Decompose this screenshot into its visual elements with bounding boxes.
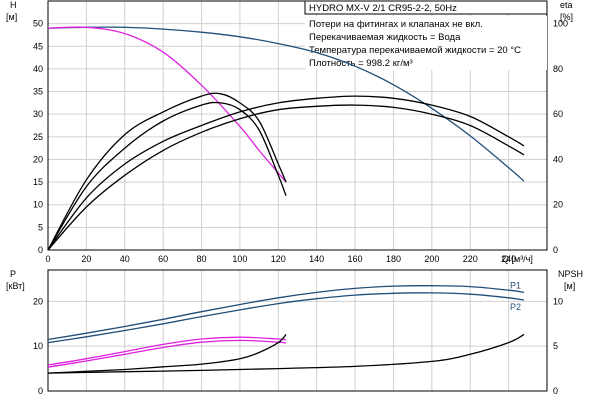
y-right-tick-label: 10 bbox=[553, 296, 563, 306]
bottom-right-axis-unit: [м] bbox=[564, 281, 575, 291]
x-tick-label: 240 bbox=[501, 254, 516, 264]
bottom-series-line-0 bbox=[47, 285, 525, 341]
note-density: Плотность = 998.2 кг/м³ bbox=[309, 58, 413, 69]
y-left-tick-label: 45 bbox=[33, 41, 43, 51]
bottom-series-line-5 bbox=[47, 333, 525, 374]
top-right-tick-labels: 0 20 40 60 80 100 bbox=[553, 19, 568, 255]
y-left-tick-label: 10 bbox=[33, 200, 43, 210]
y-right-tick-label: 100 bbox=[553, 19, 568, 29]
note-fittings: Потери на фитингах и клапанах не вкл. bbox=[309, 19, 483, 30]
x-tick-label: 80 bbox=[197, 254, 207, 264]
bottom-series-line-3 bbox=[47, 339, 287, 368]
bottom-series-group: P1 P2 bbox=[47, 280, 525, 374]
top-series-line-5 bbox=[47, 95, 525, 251]
note-fluid: Перекачиваемая жидкость = Вода bbox=[309, 32, 461, 43]
bottom-series-line-2 bbox=[47, 336, 287, 366]
bottom-plot-frame bbox=[47, 269, 548, 392]
bottom-series-line-4 bbox=[47, 334, 287, 374]
top-series-group bbox=[47, 26, 525, 251]
y-right-tick-label: 40 bbox=[553, 154, 563, 164]
bottom-left-axis-label: P bbox=[10, 269, 16, 279]
x-axis-label: Q [м³/ч] bbox=[502, 254, 533, 264]
x-tick-label: 200 bbox=[424, 254, 439, 264]
x-tick-label: 120 bbox=[271, 254, 286, 264]
title-box bbox=[304, 0, 548, 15]
y-right-tick-label: 5 bbox=[553, 341, 558, 351]
top-series-line-1 bbox=[47, 26, 287, 183]
y-left-tick-label: 5 bbox=[38, 222, 43, 232]
x-tick-label: 40 bbox=[120, 254, 130, 264]
y-left-tick-label: 0 bbox=[38, 245, 43, 255]
y-left-tick-label: 0 bbox=[38, 386, 43, 396]
x-tick-label: 220 bbox=[463, 254, 478, 264]
x-tick-label: 0 bbox=[45, 254, 50, 264]
bottom-right-tick-labels: 0 5 10 bbox=[553, 296, 563, 396]
y-left-tick-label: 10 bbox=[33, 341, 43, 351]
top-left-axis-label: H bbox=[10, 0, 17, 10]
top-series-line-0 bbox=[47, 26, 525, 182]
y-left-tick-label: 30 bbox=[33, 109, 43, 119]
bottom-panel: 0 10 20 0 5 10 P [кВт] NPSH [м] P1 P2 bbox=[6, 269, 583, 396]
y-left-tick-label: 15 bbox=[33, 177, 43, 187]
series-label-p2: P2 bbox=[510, 302, 521, 312]
bottom-series-line-1 bbox=[47, 292, 525, 344]
note-temperature: Температура перекачиваемой жидкости = 20… bbox=[309, 45, 521, 56]
bottom-left-tick-labels: 0 10 20 bbox=[33, 296, 43, 396]
y-right-tick-label: 80 bbox=[553, 64, 563, 74]
y-left-tick-label: 35 bbox=[33, 87, 43, 97]
y-right-tick-label: 60 bbox=[553, 109, 563, 119]
y-left-tick-label: 20 bbox=[33, 154, 43, 164]
y-left-tick-label: 40 bbox=[33, 64, 43, 74]
top-panel: 0 20 40 60 80 100 120 140 160 180 200 220 240 051015… bbox=[6, 0, 573, 264]
y-right-tick-label: 0 bbox=[553, 245, 558, 255]
top-left-axis-unit: [м] bbox=[6, 12, 17, 22]
x-tick-label: 20 bbox=[81, 254, 91, 264]
top-series-line-4 bbox=[47, 104, 525, 251]
top-plot-frame bbox=[47, 0, 548, 251]
y-left-tick-label: 50 bbox=[33, 19, 43, 29]
series-label-p1: P1 bbox=[510, 280, 521, 290]
x-tick-label: 100 bbox=[232, 254, 247, 264]
y-left-tick-label: 20 bbox=[33, 296, 43, 306]
top-x-tick-labels: 0 20 40 60 80 100 120 140 160 180 200 220 240 bbox=[45, 254, 516, 264]
y-right-tick-label: 20 bbox=[553, 200, 563, 210]
x-tick-label: 160 bbox=[348, 254, 363, 264]
top-series-line-3 bbox=[47, 92, 287, 251]
top-series-line-2 bbox=[47, 101, 287, 251]
x-tick-label: 140 bbox=[309, 254, 324, 264]
notes-box bbox=[305, 16, 547, 70]
chart-title: HYDRO MX-V 2/1 CR95-2-2, 50Hz bbox=[309, 3, 457, 14]
bottom-right-axis-label: NPSH bbox=[558, 269, 583, 279]
x-tick-label: 60 bbox=[158, 254, 168, 264]
y-left-tick-label: 25 bbox=[33, 132, 43, 142]
top-right-axis-label: eta bbox=[560, 0, 573, 10]
top-right-axis-unit: [%] bbox=[560, 12, 573, 22]
x-tick-label: 180 bbox=[386, 254, 401, 264]
top-left-tick-labels: 0 5 10 15 20 25 30 35 40 45 50 bbox=[33, 19, 43, 255]
bottom-left-axis-unit: [кВт] bbox=[6, 281, 25, 291]
y-right-tick-label: 0 bbox=[553, 386, 558, 396]
